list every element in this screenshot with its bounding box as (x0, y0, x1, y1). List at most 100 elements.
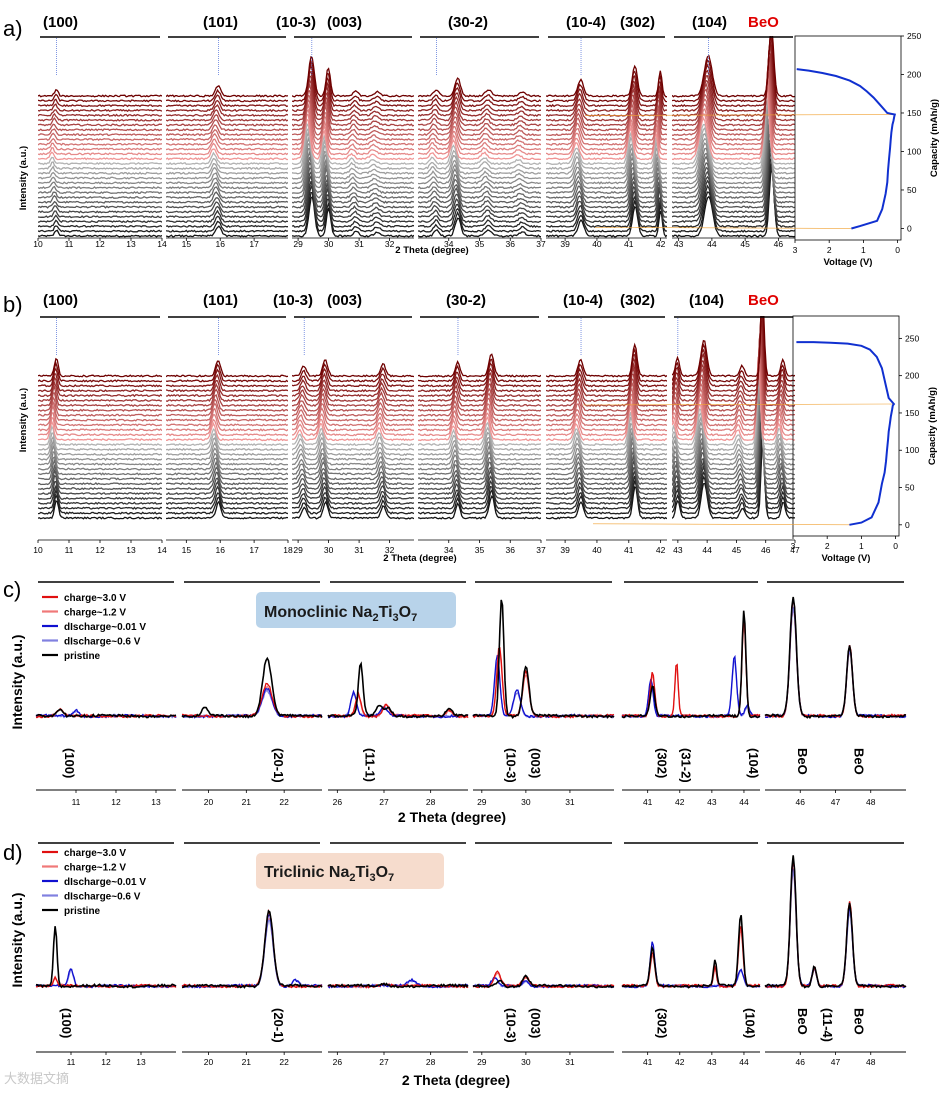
xrd-pattern-line (546, 449, 667, 486)
xrd-pattern-line (546, 146, 667, 180)
xrd-pattern-line (546, 135, 667, 171)
x-tick-label: 45 (740, 239, 750, 249)
x-tick-label: 39 (560, 545, 570, 555)
xrd-pattern-line (166, 393, 288, 412)
series-line-1 (764, 868, 907, 989)
y-tick-label: 200 (905, 371, 919, 381)
xrd-pattern-line (292, 122, 414, 166)
patterns (672, 316, 795, 520)
x-tick-label: 41 (643, 797, 653, 807)
label-a-302: (302) (620, 14, 655, 31)
xrd-pattern-line (38, 161, 162, 170)
x-tick-label: 43 (707, 797, 717, 807)
legend-label: charge~1.2 V (64, 608, 126, 619)
xrd-pattern-line (418, 415, 541, 442)
x-tick-label: 31 (565, 797, 575, 807)
xrd-pattern-line (166, 148, 288, 161)
xrd-pattern-line (672, 427, 795, 510)
xrd-pattern-line (546, 396, 667, 432)
xrd-pattern-line (418, 95, 541, 117)
x-tick-label: 11 (72, 797, 81, 807)
xrd-pattern-line (166, 162, 288, 175)
xrd-pattern-line (546, 195, 667, 228)
xrd-pattern-line (672, 118, 795, 190)
x-tick-label: 11 (65, 239, 74, 249)
xrd-pattern-line (292, 89, 414, 132)
xrd-pattern-line (418, 412, 541, 437)
xrd-pattern-line (418, 105, 541, 127)
xrd-pattern-line (292, 496, 414, 515)
xrd-pattern-line (292, 482, 414, 500)
xrd-pattern-line (38, 112, 162, 122)
xrd-pattern-line (418, 92, 541, 113)
xrd-segment-a-0: 10 11 12 13 14 (33, 36, 167, 249)
x-tick-label: 26 (333, 797, 343, 807)
xrd-pattern-line (418, 86, 541, 108)
ylabel-b: Intensity (a.u.) (18, 388, 29, 452)
xrd-pattern-line (418, 489, 541, 515)
x-tick-label: 14 (157, 545, 167, 555)
label-b-beo: BeO (748, 292, 779, 309)
label-b-10-4: (10-4) (563, 292, 603, 309)
xrd-pattern-line (672, 421, 795, 501)
series-line-3 (181, 689, 323, 719)
x-tick-label: 30 (324, 239, 334, 249)
xrd-pattern-line (166, 177, 288, 190)
x-tick-label: 16 (215, 545, 225, 555)
xrd-pattern-line (166, 388, 288, 407)
peak-label: BeO (795, 748, 810, 775)
xrd-pattern-line (292, 413, 414, 432)
xrd-pattern-line (546, 469, 667, 505)
series-line-3 (621, 944, 761, 989)
xrd-pattern-line (546, 412, 667, 447)
xrd-pattern-line (38, 176, 162, 185)
xrd-pattern-line (546, 354, 667, 388)
xrd-pattern-line (38, 468, 162, 491)
overlay-segment-c-4: 41 42 43 44 (621, 581, 761, 807)
xrd-pattern-line (672, 78, 795, 151)
xrd-pattern-line (166, 197, 288, 209)
xrd-pattern-line (546, 151, 667, 185)
peak-label: (20-1) (271, 1008, 286, 1043)
xrd-pattern-line (418, 378, 541, 403)
xrd-pattern-line (672, 338, 795, 417)
xrd-segment-a-2: 29 30 31 32 (292, 36, 414, 249)
xrd-pattern-line (166, 433, 288, 452)
voltage-ylabel: Capacity (mAh/g) (929, 99, 940, 177)
y-tick-label: 150 (907, 108, 921, 118)
x-tick-label: 37 (536, 545, 546, 555)
overlay-segment-c-1: 20 21 22 (181, 581, 323, 807)
xrd-pattern-line (166, 88, 288, 103)
xrd-pattern-line (546, 126, 667, 161)
xrd-pattern-line (292, 98, 414, 141)
xrd-pattern-line (292, 359, 414, 378)
xrd-pattern-line (38, 214, 162, 224)
overlay-segment-c-3: 29 30 31 (472, 581, 615, 807)
x-tick-label: 37 (536, 239, 546, 249)
xrd-pattern-line (546, 80, 667, 113)
xrd-pattern-line (672, 36, 795, 108)
series-line-4 (327, 661, 469, 719)
x-tick-label: 26 (333, 1057, 343, 1067)
xrd-pattern-line (38, 416, 162, 437)
xrd-pattern-line (672, 36, 795, 98)
xrd-pattern-line (166, 186, 288, 199)
x-tick-label: 3 (791, 541, 796, 551)
xrd-pattern-line (38, 146, 162, 156)
series-line-4 (181, 656, 323, 719)
xrd-pattern-line (38, 117, 162, 127)
xrd-pattern-line (166, 124, 288, 137)
xrd-pattern-line (292, 441, 414, 461)
xrd-pattern-line (38, 425, 162, 447)
xrd-pattern-line (166, 457, 288, 476)
x-tick-label: 34 (444, 545, 454, 555)
xrd-pattern-line (166, 181, 288, 195)
panel-b-xrd-plots: 10 11 12 13 14 15 16 17 18 29 30 31 32 34 35 36 37 39 40 41… (33, 316, 800, 555)
patterns (292, 359, 414, 520)
xrd-pattern-line (292, 113, 414, 156)
xrd-pattern-line (672, 397, 795, 476)
xrd-pattern-line (38, 361, 162, 383)
xrd-pattern-line (292, 108, 414, 151)
xrd-pattern-line (418, 217, 541, 238)
panel-d: d) 11 12 13 20 21 22 26 27 28 29 30 31 41 42 43 44 46 47 4… (3, 840, 907, 1088)
